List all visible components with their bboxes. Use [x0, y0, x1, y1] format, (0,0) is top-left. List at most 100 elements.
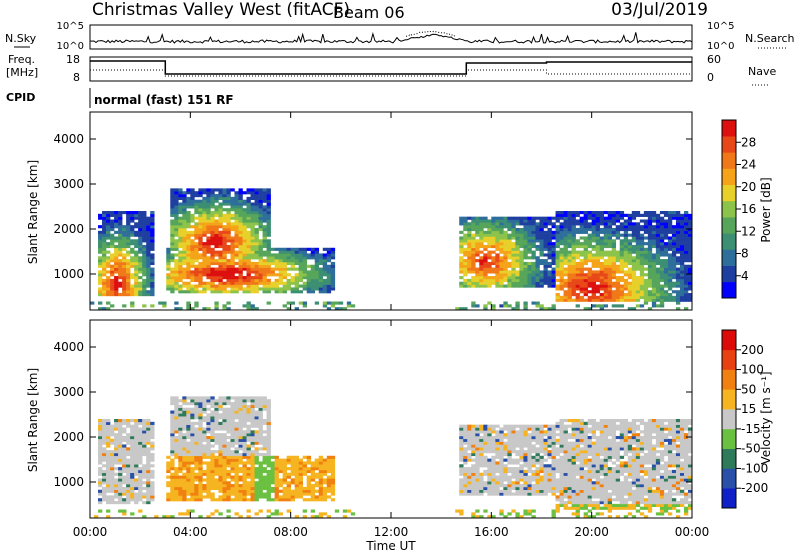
heatmap-cell [194, 458, 199, 462]
power-cells [90, 188, 693, 311]
heatmap-cell [146, 467, 151, 471]
heatmap-cell [174, 478, 179, 482]
heatmap-cell [667, 287, 673, 291]
heatmap-cell [631, 233, 637, 237]
heatmap-cell [242, 416, 247, 420]
heatmap-cell [146, 253, 151, 257]
heatmap-cell [146, 455, 151, 459]
heatmap-cell [559, 216, 564, 220]
heatmap-cell [471, 472, 476, 476]
heatmap-cell [262, 191, 267, 195]
heatmap-cell [130, 273, 135, 277]
heatmap-cell [535, 256, 540, 260]
heatmap-cell [491, 259, 496, 263]
heatmap-cell [603, 295, 609, 299]
heatmap-cell [214, 250, 219, 254]
heatmap-cell [635, 253, 641, 257]
heatmap-cell [266, 452, 271, 457]
heatmap-cell [663, 244, 669, 249]
heatmap-cell [190, 270, 195, 274]
heatmap-cell [515, 239, 520, 243]
heatmap-cell [186, 464, 191, 468]
heatmap-cell [174, 489, 179, 493]
heatmap-cell [222, 194, 227, 198]
heatmap-cell [671, 259, 677, 263]
heatmap-cell [174, 430, 179, 434]
heatmap-cell [314, 281, 320, 285]
heatmap-cell [242, 464, 247, 468]
heatmap-cell [170, 444, 175, 448]
heatmap-cell [467, 256, 472, 260]
heatmap-cell [202, 227, 207, 232]
heatmap-cell [314, 256, 320, 260]
heatmap-cell [627, 295, 633, 299]
heatmap-cell [515, 424, 520, 428]
heatmap-cell [591, 256, 596, 260]
heatmap-cell [527, 230, 532, 234]
heatmap-cell [250, 399, 255, 403]
heatmap-cell [202, 416, 207, 420]
heatmap-cell [282, 276, 287, 280]
heatmap-cell [587, 239, 592, 243]
heatmap-cell [222, 225, 227, 229]
heatmap-cell [459, 438, 464, 442]
heatmap-cell [487, 515, 492, 519]
heatmap-cell [110, 498, 115, 502]
heatmap-cell [302, 247, 308, 251]
heatmap-cell [262, 253, 267, 257]
heatmap-cell [575, 261, 580, 266]
heatmap-cell [214, 421, 219, 425]
heatmap-cell [238, 402, 243, 406]
heatmap-cell [182, 481, 187, 485]
heatmap-cell [483, 264, 488, 268]
heatmap-cell [230, 492, 235, 496]
heatmap-cell [459, 478, 464, 482]
heatmap-cell [615, 267, 621, 271]
heatmap-cell [286, 301, 291, 305]
heatmap-cell [639, 227, 645, 232]
heatmap-cell [246, 267, 251, 271]
heatmap-cell [290, 492, 295, 496]
heatmap-cell [102, 452, 107, 457]
heatmap-cell [667, 284, 673, 288]
heatmap-cell [150, 219, 155, 223]
heatmap-cell [254, 399, 259, 403]
heatmap-cell [262, 250, 267, 254]
heatmap-cell [258, 205, 263, 209]
heatmap-cell [194, 250, 199, 254]
heatmap-cell [595, 304, 600, 308]
heatmap-cell [671, 264, 677, 268]
heatmap-cell [206, 407, 211, 411]
heatmap-cell [110, 219, 115, 223]
heatmap-cell [471, 438, 476, 442]
heatmap-cell [623, 259, 629, 263]
heatmap-cell [234, 202, 239, 206]
heatmap-cell [322, 259, 328, 263]
heatmap-cell [535, 244, 540, 249]
heatmap-cell [226, 236, 231, 240]
heatmap-cell [583, 244, 588, 249]
heatmap-cell [603, 244, 609, 249]
heatmap-cell [330, 281, 336, 285]
heatmap-cell [647, 256, 653, 260]
heatmap-cell [250, 188, 255, 192]
heatmap-cell [262, 216, 267, 220]
heatmap-cell [483, 447, 488, 451]
heatmap-cell [563, 256, 568, 260]
freq-tick-bottom: 8 [73, 71, 80, 84]
heatmap-cell [587, 233, 592, 237]
heatmap-cell [467, 435, 472, 440]
heatmap-cell [186, 253, 191, 257]
heatmap-cell [511, 427, 516, 431]
heatmap-cell [651, 273, 657, 277]
heatmap-cell [194, 489, 199, 493]
heatmap-cell [138, 492, 143, 496]
heatmap-cell [214, 404, 219, 408]
heatmap-cell [567, 295, 572, 299]
heatmap-cell [495, 481, 500, 485]
heatmap-cell [511, 481, 516, 485]
heatmap-cell [194, 287, 199, 291]
heatmap-cell [262, 233, 267, 237]
heatmap-cell [475, 427, 480, 431]
heatmap-cell [126, 475, 131, 479]
